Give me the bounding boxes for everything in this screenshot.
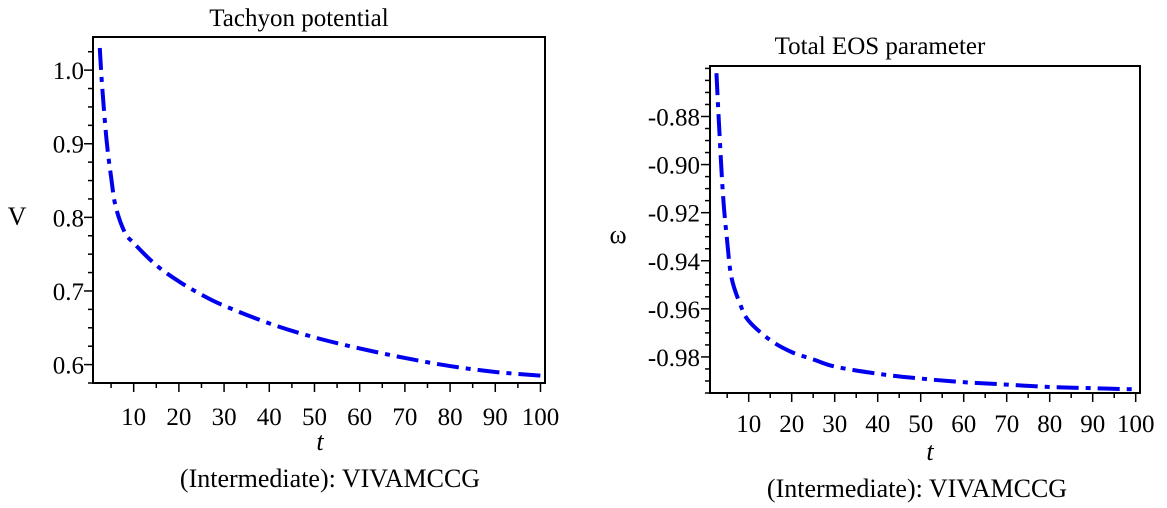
x-tick-label: 20 (779, 411, 804, 438)
x-tick-label: 40 (257, 404, 282, 431)
x-tick-label: 10 (736, 411, 761, 438)
x-tick-label: 80 (1037, 411, 1062, 438)
x-tick-label: 70 (392, 404, 417, 431)
x-tick-label: 90 (1080, 411, 1105, 438)
y-axis-ticks: -0.98 -0.96 -0.94 -0.92 -0.90 -0.88 (648, 67, 710, 394)
plot-frame (92, 36, 546, 384)
x-axis-label: t (316, 427, 324, 456)
x-tick-label: 30 (822, 411, 847, 438)
x-tick-label: 60 (347, 404, 372, 431)
x-tick-label: 50 (302, 404, 327, 431)
x-axis-ticks: 10 20 30 40 50 60 70 80 90 100 (110, 383, 560, 431)
chart-title: Total EOS parameter (775, 33, 986, 60)
x-tick-label: 80 (438, 404, 463, 431)
series-line (714, 73, 1136, 392)
chart-caption: (Intermediate): VIVAMCCG (767, 474, 1067, 503)
x-tick-label: 60 (951, 411, 976, 438)
series-line (97, 47, 541, 378)
chart-caption: (Intermediate): VIVAMCCG (180, 464, 480, 493)
y-tick-label: 0.7 (53, 279, 84, 306)
y-tick-label: -0.92 (648, 201, 700, 228)
total-eos-parameter-chart: Total EOS parameter 10 20 30 40 50 60 70 80 90 10… (609, 33, 1154, 503)
x-tick-label: 70 (994, 411, 1019, 438)
y-tick-label: 1.0 (53, 58, 84, 85)
y-tick-label: -0.98 (648, 345, 700, 372)
x-tick-label: 50 (908, 411, 933, 438)
y-tick-label: -0.96 (648, 297, 700, 324)
x-tick-label: 40 (865, 411, 890, 438)
y-tick-label: 0.6 (53, 353, 84, 380)
y-axis-label: ω (609, 220, 626, 249)
y-tick-label: -0.90 (648, 153, 700, 180)
x-tick-label: 10 (121, 404, 146, 431)
y-tick-label: -0.88 (648, 104, 700, 131)
y-axis-ticks: 0.6 0.7 0.8 0.9 1.0 (53, 50, 93, 384)
y-tick-label: 0.9 (53, 132, 84, 159)
y-axis-label: V (8, 202, 27, 231)
plot-frame (709, 65, 1141, 394)
x-tick-label: 90 (483, 404, 508, 431)
tachyon-potential-chart: Tachyon potential 10 20 30 40 50 60 70 80 90 100 … (8, 5, 560, 493)
x-axis-ticks: 10 20 30 40 50 60 70 80 90 100 (726, 393, 1155, 438)
x-tick-label: 100 (1117, 411, 1155, 438)
x-tick-label: 20 (166, 404, 191, 431)
chart-title: Tachyon potential (209, 5, 388, 32)
y-tick-label: -0.94 (648, 249, 701, 276)
x-tick-label: 30 (212, 404, 237, 431)
x-tick-label: 100 (522, 404, 560, 431)
x-axis-label: t (926, 437, 934, 466)
y-tick-label: 0.8 (53, 205, 84, 232)
